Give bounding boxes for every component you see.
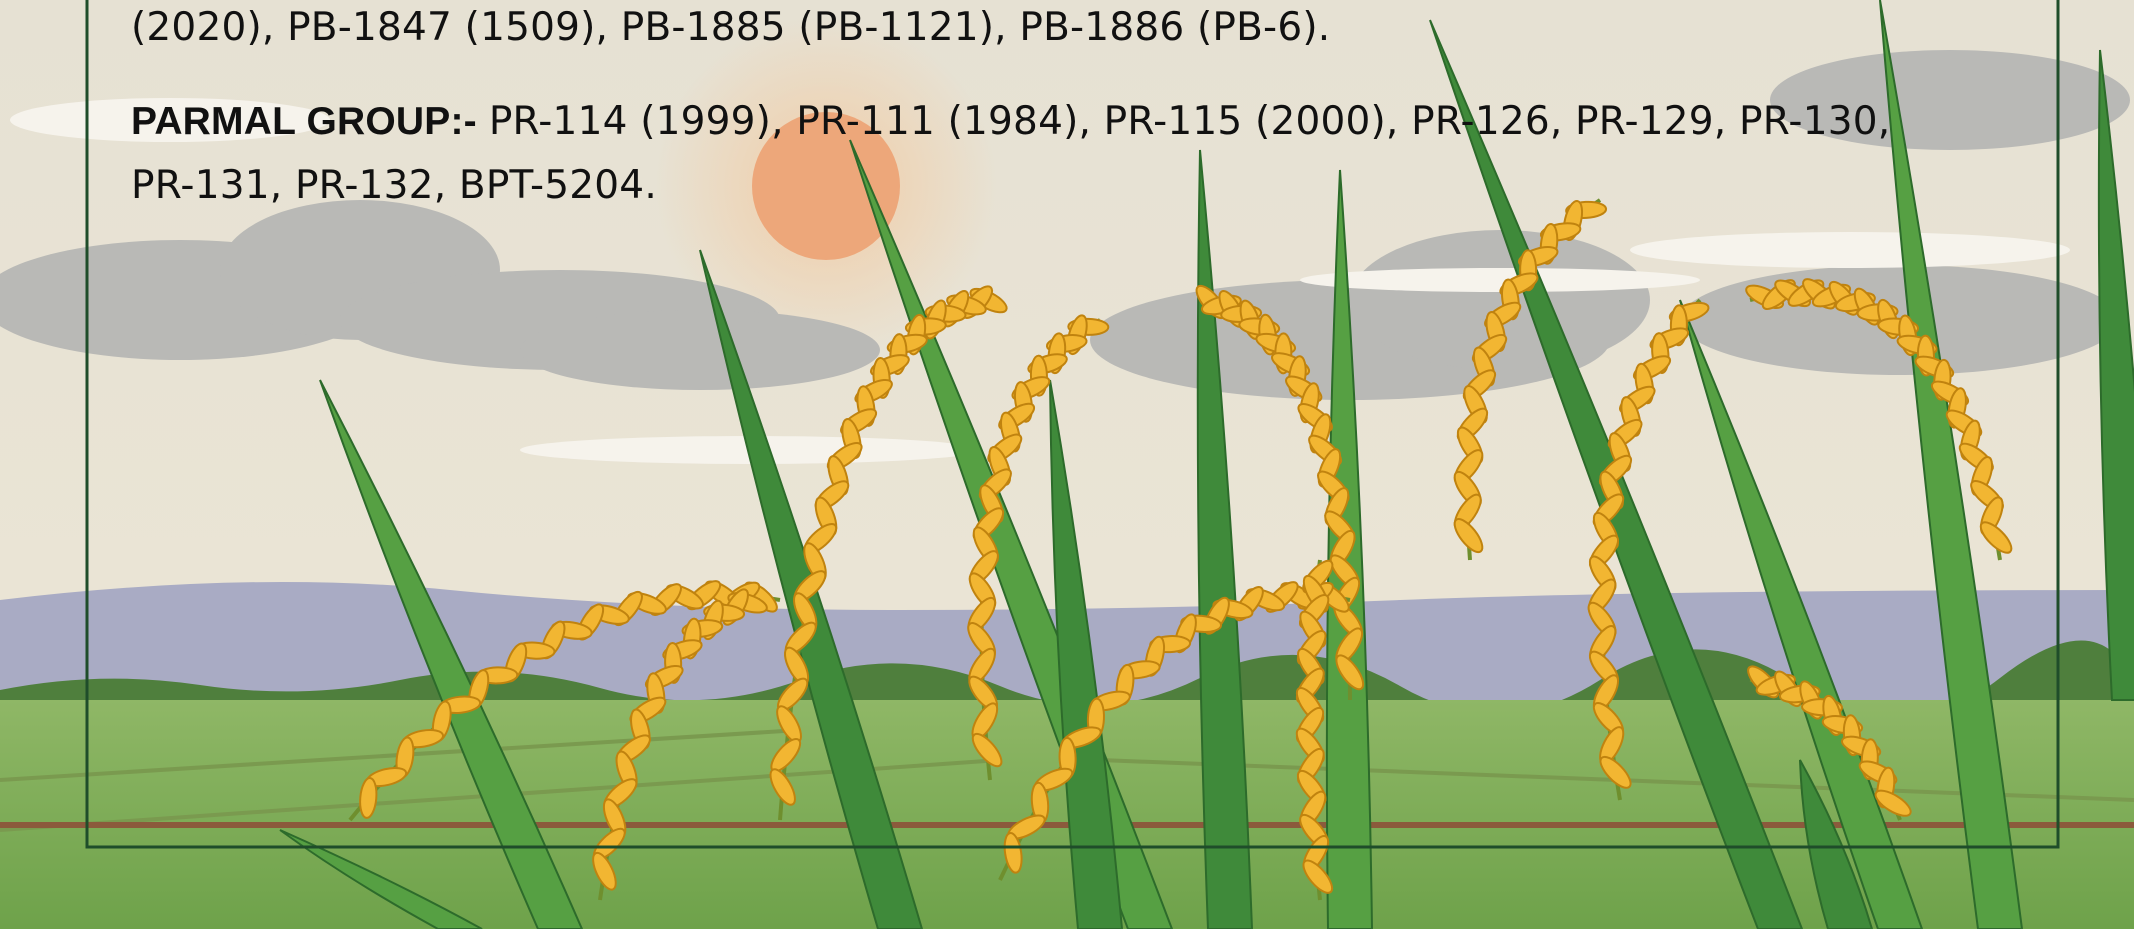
group-label: PARMAL GROUP:- (131, 100, 477, 143)
paragraph: (2020), PB-1847 (1509), PB-1885 (PB-1121… (131, 0, 1931, 60)
paragraph: PARMAL GROUP:-PR-114 (1999), PR-111 (198… (131, 90, 1931, 218)
paragraph-text: (2020), PB-1847 (1509), PB-1885 (PB-1121… (131, 5, 1330, 50)
page: (2020), PB-1847 (1509), PB-1885 (PB-1121… (0, 0, 2134, 929)
